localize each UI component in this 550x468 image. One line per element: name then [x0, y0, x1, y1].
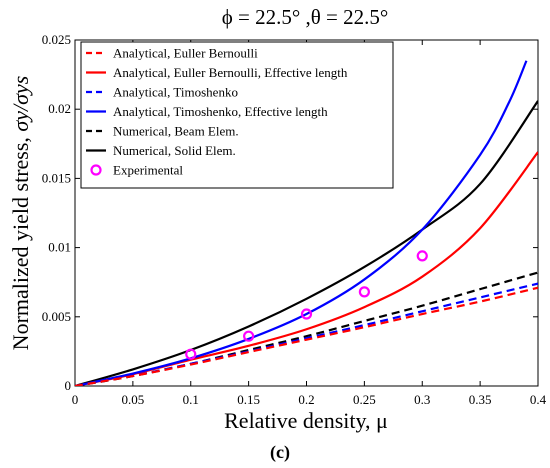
y-axis-label-main: Normalized yield stress,: [8, 132, 33, 351]
experimental-point: [358, 286, 370, 298]
y-tick-label: 0.02: [48, 101, 71, 116]
series-line: [75, 286, 538, 386]
legend-box: [80, 41, 394, 189]
y-axis-label-math: σy/σys: [8, 76, 33, 132]
y-axis-ticks: 0 0.005 0.01 0.015 0.02 0.025: [42, 32, 538, 393]
experimental-point: [416, 250, 428, 262]
experimental-point: [185, 348, 197, 360]
series-line: [75, 100, 538, 386]
legend-label: Experimental: [113, 163, 183, 178]
y-tick-label: 0.025: [42, 32, 71, 47]
y-tick-label: 0.015: [42, 170, 71, 185]
x-tick-label: 0.15: [237, 392, 260, 407]
x-tick-label: 0.25: [353, 392, 376, 407]
series-line: [75, 271, 538, 386]
chart-title: ϕ = 22.5° ,θ = 22.5°: [222, 5, 389, 29]
legend: Analytical, Euller Bernoulli Analytical, …: [80, 41, 394, 189]
series-line: [75, 282, 538, 386]
x-tick-label: 0.05: [122, 392, 145, 407]
x-tick-label: 0.4: [530, 392, 547, 407]
experimental-point: [243, 330, 255, 342]
legend-label: Numerical, Beam Elem.: [113, 124, 239, 139]
x-tick-label: 0.2: [298, 392, 314, 407]
legend-label: Analytical, Timoshenko, Effective length: [113, 104, 328, 119]
x-tick-label: 0.1: [183, 392, 199, 407]
y-axis-label: Normalized yield stress, σy/σys: [8, 76, 33, 351]
x-tick-label: 0.35: [469, 392, 492, 407]
y-tick-label: 0: [65, 378, 72, 393]
experimental-point: [300, 308, 313, 320]
legend-label: Numerical, Solid Elem.: [113, 143, 236, 158]
legend-label: Analytical, Timoshenko: [113, 85, 238, 100]
y-tick-label: 0.01: [48, 240, 71, 255]
x-axis-label: Relative density, μ: [224, 408, 388, 433]
y-tick-label: 0.005: [42, 309, 71, 324]
figure-caption: (c): [270, 442, 290, 463]
legend-label: Analytical, Euller Bernoulli: [113, 46, 258, 61]
series-lines: [75, 60, 538, 386]
experimental-markers: [185, 250, 428, 360]
x-tick-label: 0.3: [414, 392, 430, 407]
legend-swatch: [90, 164, 102, 176]
series-line: [75, 60, 528, 386]
legend-label: Analytical, Euller Bernoulli, Effective …: [113, 65, 348, 80]
x-tick-label: 0: [72, 392, 79, 407]
